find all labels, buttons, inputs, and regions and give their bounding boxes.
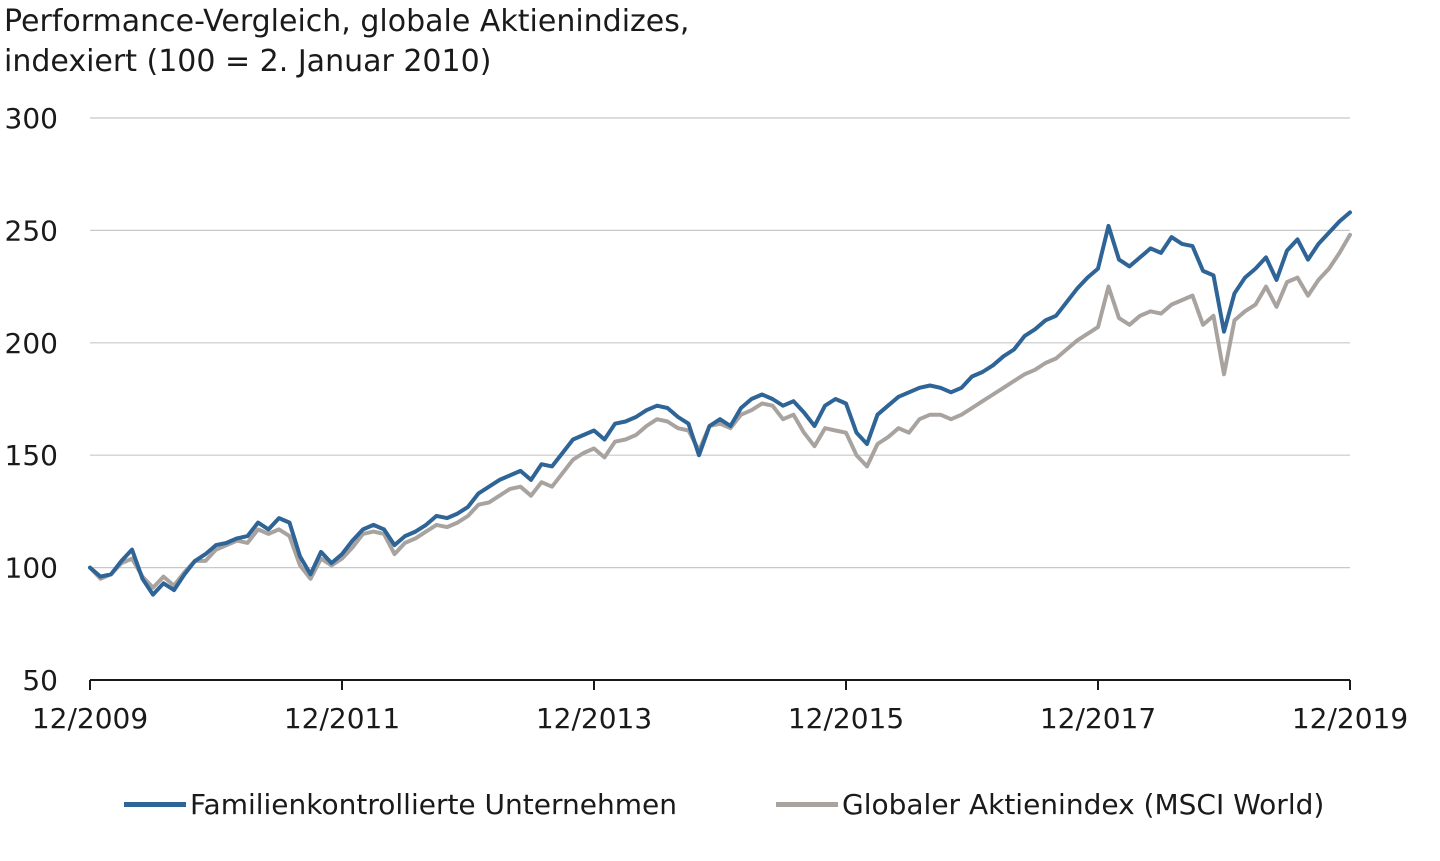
y-tick-label-100: 100	[5, 552, 58, 585]
y-tick-label-200: 200	[5, 327, 58, 360]
series-line-familienkontrollierte	[88, 210, 1352, 597]
series-line-msci-world	[88, 232, 1352, 590]
x-tick-label-12/2015: 12/2015	[788, 702, 904, 735]
y-tick-label-50: 50	[22, 664, 58, 697]
x-tick-label-12/2009: 12/2009	[32, 702, 148, 735]
x-tick-label-12/2013: 12/2013	[536, 702, 652, 735]
y-tick-label-250: 250	[5, 214, 58, 247]
legend: Familienkontrollierte Unternehmen Global…	[0, 788, 1440, 832]
x-tick-label-12/2019: 12/2019	[1292, 702, 1408, 735]
y-tick-label-300: 300	[5, 102, 58, 135]
x-tick-label-12/2011: 12/2011	[284, 702, 400, 735]
legend-label-msci-world: Globaler Aktienindex (MSCI World)	[842, 788, 1325, 821]
legend-swatch-familienkontrollierte	[124, 802, 186, 807]
y-axis-ticks: 50 100 150 200 250 300	[5, 102, 58, 697]
legend-label-familienkontrollierte: Familienkontrollierte Unternehmen	[190, 788, 677, 821]
x-axis: 12/2009 12/2011 12/2013 12/2015 12/2017 12/20…	[32, 679, 1408, 735]
y-tick-label-150: 150	[5, 439, 58, 472]
legend-swatch-msci-world	[776, 802, 838, 807]
x-tick-label-12/2017: 12/2017	[1040, 702, 1156, 735]
series-layer	[88, 210, 1352, 597]
legend-item-familienkontrollierte: Familienkontrollierte Unternehmen	[124, 788, 677, 821]
chart-title-line-1: Performance-Vergleich, globale Aktienind…	[4, 4, 690, 39]
gridlines	[90, 117, 1350, 569]
legend-item-msci-world: Globaler Aktienindex (MSCI World)	[776, 788, 1324, 821]
chart-title-line-2: indexiert (100 = 2. Januar 2010)	[4, 44, 492, 79]
chart-title: Performance-Vergleich, globale Aktienind…	[4, 2, 689, 82]
